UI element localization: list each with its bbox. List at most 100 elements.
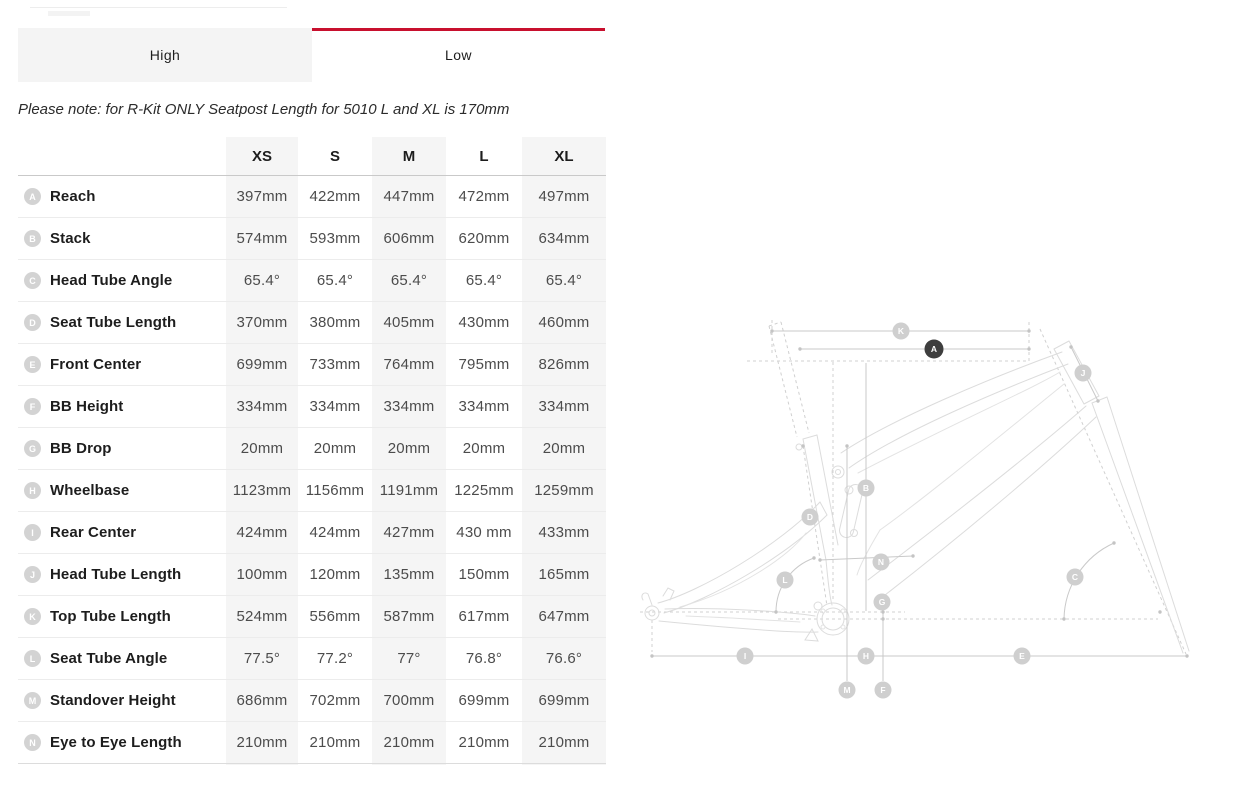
column-stripe-xl (522, 137, 606, 765)
diagram-badge-m: M (838, 681, 856, 699)
row-label-cell: H Wheelbase (18, 482, 226, 499)
top-scroll-artifact-smudge (48, 11, 90, 16)
value-cell: 593mm (309, 230, 361, 247)
value-cell: 620mm (458, 230, 510, 247)
svg-text:H: H (863, 651, 869, 661)
diagram-badge-f: F (874, 681, 892, 699)
row-label: Top Tube Length (50, 608, 171, 625)
value-cell: 370mm (236, 314, 288, 331)
value-cell: 100mm (236, 566, 288, 583)
value-cell: 764mm (383, 356, 435, 373)
value-cell: 424mm (236, 524, 288, 541)
value-cell: 210mm (309, 734, 361, 751)
row-label-cell: I Rear Center (18, 524, 226, 541)
value-cell: 380mm (309, 314, 361, 331)
value-cell: 422mm (309, 188, 361, 205)
tab-low[interactable]: Low (312, 28, 605, 82)
value-cell: 120mm (309, 566, 361, 583)
table-row: K Top Tube Length 524mm 556mm 587mm 617mm 647m… (18, 596, 606, 638)
tab-high[interactable]: High (18, 28, 312, 82)
row-letter-badge: I (24, 524, 41, 541)
diagram-badge-n: N (872, 553, 890, 571)
value-cell: 20mm (542, 440, 586, 457)
column-header-s: S (329, 147, 340, 165)
dimension-lines (650, 329, 1189, 681)
row-label-cell: D Seat Tube Length (18, 314, 226, 331)
value-cell: 472mm (458, 188, 510, 205)
value-cell: 574mm (236, 230, 288, 247)
row-label-cell: A Reach (18, 188, 226, 205)
row-label-cell: C Head Tube Angle (18, 272, 226, 289)
row-letter-badge: D (24, 314, 41, 331)
value-cell: 150mm (458, 566, 510, 583)
svg-text:L: L (782, 575, 787, 585)
geometry-mode-tabs: High Low (18, 24, 605, 82)
value-cell: 405mm (383, 314, 435, 331)
value-cell: 334mm (309, 398, 361, 415)
column-header-xl: XL (554, 147, 574, 165)
diagram-badge-k: K (892, 322, 910, 340)
table-row: I Rear Center 424mm 424mm 427mm 430 mm 433mm (18, 512, 606, 554)
value-cell: 1156mm (305, 482, 365, 499)
row-label: BB Drop (50, 440, 112, 457)
value-cell: 210mm (538, 734, 590, 751)
value-cell: 460mm (538, 314, 590, 331)
row-label: Rear Center (50, 524, 137, 541)
value-cell: 65.4° (545, 272, 583, 289)
frame-geometry-diagram: K A J B D N L C G I H E M F (640, 320, 1190, 699)
row-label-cell: B Stack (18, 230, 226, 247)
row-letter-badge: J (24, 566, 41, 583)
table-row: J Head Tube Length 100mm 120mm 135mm 150mm 165… (18, 554, 606, 596)
row-label-cell: G BB Drop (18, 440, 226, 457)
svg-text:N: N (878, 557, 884, 567)
value-cell: 77° (397, 650, 421, 667)
table-row: C Head Tube Angle 65.4° 65.4° 65.4° 65.4° 65.4… (18, 260, 606, 302)
row-letter-badge: M (24, 692, 41, 709)
diagram-badge-g: G (873, 593, 891, 611)
column-header-l: L (479, 147, 489, 165)
dimension-letter-badges: K A J B D N L C G I H E M F (736, 322, 1092, 699)
value-cell: 135mm (383, 566, 435, 583)
svg-text:J: J (1081, 368, 1086, 378)
row-label: Reach (50, 188, 96, 205)
table-header-row: XS S M L XL (18, 137, 606, 176)
value-cell: 334mm (458, 398, 510, 415)
value-cell: 65.4° (316, 272, 354, 289)
svg-text:E: E (1019, 651, 1025, 661)
row-label: Stack (50, 230, 91, 247)
row-label: Head Tube Angle (50, 272, 173, 289)
row-letter-badge: E (24, 356, 41, 373)
value-cell: 210mm (458, 734, 510, 751)
value-cell: 699mm (236, 356, 288, 373)
value-cell: 397mm (236, 188, 288, 205)
row-label-cell: K Top Tube Length (18, 608, 226, 625)
svg-text:C: C (1072, 572, 1078, 582)
row-letter-badge: N (24, 734, 41, 751)
value-cell: 826mm (538, 356, 590, 373)
svg-text:A: A (931, 344, 937, 354)
value-cell: 65.4° (390, 272, 428, 289)
value-cell: 334mm (383, 398, 435, 415)
row-label: Wheelbase (50, 482, 130, 499)
value-cell: 447mm (383, 188, 435, 205)
svg-text:G: G (879, 597, 886, 607)
value-cell: 699mm (538, 692, 590, 709)
column-stripe-m (372, 137, 446, 765)
value-cell: 210mm (236, 734, 288, 751)
value-cell: 430 mm (456, 524, 512, 541)
diagram-badge-b: B (857, 479, 875, 497)
column-header-m: M (402, 147, 416, 165)
svg-text:D: D (807, 512, 813, 522)
table-row: G BB Drop 20mm 20mm 20mm 20mm 20mm (18, 428, 606, 470)
bike-frame-outline (641, 340, 1190, 654)
value-cell: 430mm (458, 314, 510, 331)
row-label: BB Height (50, 398, 124, 415)
value-cell: 76.8° (465, 650, 503, 667)
table-row: F BB Height 334mm 334mm 334mm 334mm 334mm (18, 386, 606, 428)
value-cell: 433mm (538, 524, 590, 541)
table-row: N Eye to Eye Length 210mm 210mm 210mm 210mm 21… (18, 722, 606, 764)
svg-text:K: K (898, 326, 905, 336)
value-cell: 20mm (387, 440, 431, 457)
value-cell: 65.4° (465, 272, 503, 289)
value-cell: 647mm (538, 608, 590, 625)
